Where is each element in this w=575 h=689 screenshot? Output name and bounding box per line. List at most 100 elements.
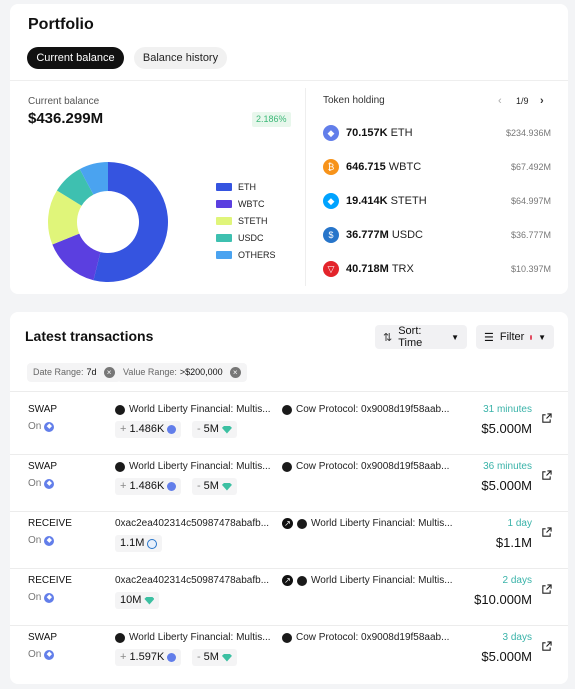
external-link-icon[interactable]: [541, 527, 552, 538]
filter-pill-value-range[interactable]: Value Range: >$200,000 ×: [117, 363, 247, 382]
token-amount: 40.718M: [346, 263, 389, 275]
divider: [10, 568, 568, 569]
transaction-time[interactable]: 3 days: [502, 632, 532, 643]
legend-label: ETH: [238, 182, 256, 192]
to-entity-label: Cow Protocol: 0x9008d19f58aab...: [296, 404, 450, 415]
tab-balance-history[interactable]: Balance history: [134, 47, 227, 69]
from-entity[interactable]: World Liberty Financial: Multis...: [115, 632, 271, 643]
legend-label: USDC: [238, 233, 264, 243]
donut-slice-others[interactable]: [79, 162, 108, 195]
filter-pill-key: Value Range:: [123, 367, 177, 377]
token-chip: 1.1M: [115, 535, 163, 552]
token-row-steth[interactable]: ◆ 19.414K STETH $64.997M: [323, 191, 551, 211]
transaction-time[interactable]: 31 minutes: [483, 404, 532, 415]
sign: +: [120, 423, 127, 435]
from-address-label: 0xac2ea402314c50987478abafb...: [115, 575, 270, 586]
prev-page-button[interactable]: ‹: [498, 95, 502, 107]
transaction-type: RECEIVE: [28, 575, 72, 586]
transaction-time[interactable]: 36 minutes: [483, 461, 532, 472]
eth-icon: ◆: [323, 125, 339, 141]
legend-item-wbtc: WBTC: [216, 199, 265, 209]
from-entity-label: World Liberty Financial: Multis...: [129, 404, 271, 415]
donut-slice-wbtc[interactable]: [52, 233, 101, 281]
chevron-down-icon: ▼: [538, 332, 546, 342]
chip-amount: 5M: [203, 480, 219, 492]
filter-pill-date-range[interactable]: Date Range: 7d ×: [27, 363, 121, 382]
transaction-row[interactable]: SWAP On ◆ World Liberty Financial: Multis..…: [10, 404, 568, 461]
usd1-icon: [221, 653, 232, 662]
filter-dropdown[interactable]: ☰ Filter ▼: [476, 325, 554, 349]
token-row-wbtc[interactable]: ₿ 646.715 WBTC $67.492M: [323, 157, 551, 177]
to-entity[interactable]: Cow Protocol: 0x9008d19f58aab...: [282, 632, 449, 643]
transaction-amount: $5.000M: [481, 649, 532, 664]
on-label: On: [28, 421, 42, 432]
entity-icon: [115, 461, 125, 472]
chain-indicator: On ◆: [28, 592, 55, 603]
legend-swatch: [216, 217, 232, 225]
transaction-row[interactable]: RECEIVE On ◆ 0xac2ea402314c50987478abafb...…: [10, 575, 568, 632]
transaction-time[interactable]: 1 day: [507, 518, 532, 529]
sort-dropdown[interactable]: ⇅ Sort: Time ▼: [375, 325, 467, 349]
token-row-trx[interactable]: ▽ 40.718M TRX $10.397M: [323, 259, 551, 279]
chain-indicator: On ◆: [28, 535, 55, 546]
external-link-icon[interactable]: [541, 641, 552, 652]
transaction-type: RECEIVE: [28, 518, 72, 529]
token-value: $234.936M: [505, 128, 551, 138]
donut-slice-usdc[interactable]: [56, 169, 94, 206]
filter-pill-key: Date Range:: [33, 367, 84, 377]
on-label: On: [28, 535, 42, 546]
sign: -: [197, 423, 201, 435]
tab-current-balance[interactable]: Current balance: [27, 47, 124, 69]
external-link-icon[interactable]: [541, 584, 552, 595]
next-page-button[interactable]: ›: [540, 95, 544, 107]
from-address[interactable]: 0xac2ea402314c50987478abafb...: [115, 575, 269, 586]
close-icon[interactable]: ×: [103, 367, 115, 378]
token-row-usdc[interactable]: $36.777M USDC $36.777M: [323, 225, 551, 245]
usdc-icon: $: [323, 227, 339, 243]
from-entity[interactable]: World Liberty Financial: Multis...: [115, 461, 271, 472]
eth-chain-icon: ◆: [44, 421, 55, 432]
transaction-row[interactable]: SWAP On ◆ World Liberty Financial: Multis..…: [10, 632, 568, 689]
to-entity-label: Cow Protocol: 0x9008d19f58aab...: [296, 461, 450, 472]
token-value: $36.777M: [510, 230, 551, 240]
from-address[interactable]: 0xac2ea402314c50987478abafb...: [115, 518, 269, 529]
wbtc-icon: ₿: [323, 159, 339, 175]
transaction-row[interactable]: SWAP On ◆ World Liberty Financial: Multis..…: [10, 461, 568, 518]
donut-slice-eth[interactable]: [93, 162, 168, 282]
arrow-icon: ↗: [282, 518, 293, 529]
entity-icon: [282, 461, 292, 472]
legend-item-usdc: USDC: [216, 233, 264, 243]
transaction-time[interactable]: 2 days: [502, 575, 532, 586]
eth-icon: [167, 482, 177, 491]
donut-slice-steth[interactable]: [47, 190, 82, 245]
legend-swatch: [216, 234, 232, 242]
transaction-type: SWAP: [28, 632, 58, 643]
token-in-chip: +1.486K: [115, 478, 182, 495]
token-in-chip: +1.486K: [115, 421, 182, 438]
to-entity[interactable]: Cow Protocol: 0x9008d19f58aab...: [282, 461, 449, 472]
vertical-divider: [305, 88, 306, 286]
eth-chain-icon: ◆: [44, 592, 55, 603]
legend-swatch: [216, 200, 232, 208]
to-entity[interactable]: ↗ World Liberty Financial: Multis...: [282, 518, 453, 529]
change-badge: 2.186%: [252, 112, 291, 127]
legend-swatch: [216, 183, 232, 191]
on-label: On: [28, 649, 42, 660]
to-entity-label: World Liberty Financial: Multis...: [311, 518, 453, 529]
external-link-icon[interactable]: [541, 470, 552, 481]
transaction-amount: $1.1M: [495, 535, 532, 550]
legend-label: STETH: [238, 216, 268, 226]
allocation-donut-chart: [47, 162, 168, 282]
entity-icon: [297, 518, 307, 529]
transaction-row[interactable]: RECEIVE On ◆ 0xac2ea402314c50987478abafb...…: [10, 518, 568, 575]
filter-active-dot: [530, 334, 533, 340]
transaction-type: SWAP: [28, 461, 58, 472]
to-entity[interactable]: Cow Protocol: 0x9008d19f58aab...: [282, 404, 449, 415]
to-entity[interactable]: ↗ World Liberty Financial: Multis...: [282, 575, 453, 586]
external-link-icon[interactable]: [541, 413, 552, 424]
token-row-eth[interactable]: ◆ 70.157K ETH $234.936M: [323, 123, 551, 143]
divider: [10, 511, 568, 512]
from-address-label: 0xac2ea402314c50987478abafb...: [115, 518, 270, 529]
close-icon[interactable]: ×: [229, 367, 241, 378]
from-entity[interactable]: World Liberty Financial: Multis...: [115, 404, 271, 415]
